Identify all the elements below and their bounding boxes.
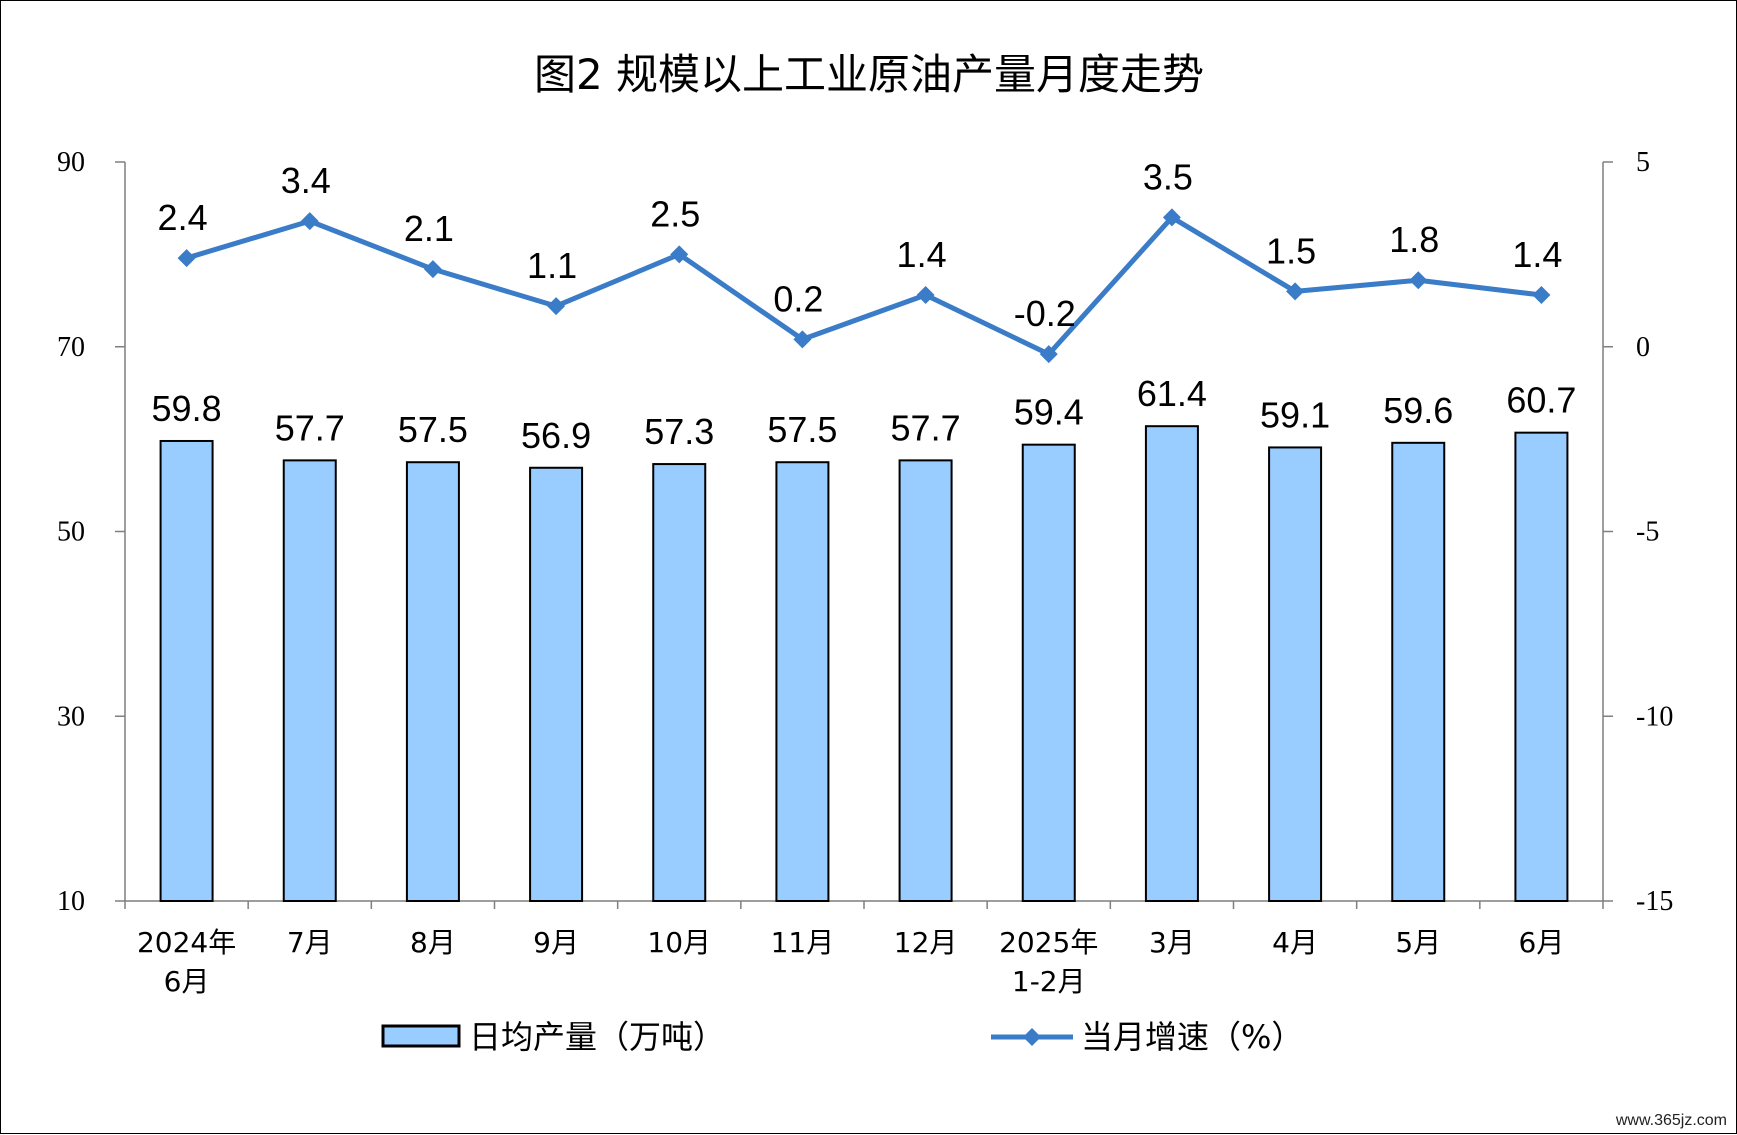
bar bbox=[159, 439, 214, 902]
x-tick-label: 6月 bbox=[164, 965, 210, 998]
x-tick-label: 3月 bbox=[1149, 926, 1195, 959]
line-point-marker bbox=[1532, 286, 1551, 305]
y-left-tick-label: 70 bbox=[57, 332, 85, 363]
bar-value-label: 60.7 bbox=[1506, 380, 1576, 421]
legend-line-label: 当月增速（%） bbox=[1081, 1018, 1303, 1056]
bar bbox=[1268, 446, 1323, 902]
line-value-label: 1.4 bbox=[1512, 234, 1562, 275]
line-value-label: 0.2 bbox=[773, 278, 823, 319]
bar bbox=[405, 461, 460, 902]
y-left-tick-label: 50 bbox=[57, 517, 85, 548]
bar-value-label: 59.8 bbox=[152, 388, 222, 429]
bar bbox=[1514, 431, 1569, 902]
chart-title: 图2 规模以上工业原油产量月度走势 bbox=[534, 50, 1204, 99]
x-tick-label: 10月 bbox=[647, 926, 711, 959]
line-value-label: 3.4 bbox=[281, 160, 331, 201]
watermark: www.365jz.com bbox=[1615, 1112, 1727, 1129]
line-point-marker bbox=[423, 260, 442, 279]
y-left-tick-label: 30 bbox=[57, 701, 85, 732]
line-value-label: 1.5 bbox=[1266, 230, 1316, 271]
x-tick-label: 11月 bbox=[771, 926, 835, 959]
x-tick-label: 2025年 bbox=[999, 926, 1098, 959]
y-left-tick-label: 90 bbox=[57, 147, 85, 178]
line-value-label: 2.4 bbox=[158, 197, 208, 238]
bar bbox=[282, 459, 337, 902]
bar-value-label: 59.6 bbox=[1383, 390, 1453, 431]
y-right-tick-label: 0 bbox=[1636, 332, 1650, 363]
y-right-tick-label: 5 bbox=[1636, 147, 1650, 178]
line-point-marker bbox=[1162, 208, 1181, 227]
x-tick-label: 1-2月 bbox=[1012, 965, 1086, 998]
bar-value-label: 59.4 bbox=[1014, 392, 1084, 433]
x-tick-label: 2024年 bbox=[137, 926, 236, 959]
x-tick-label: 12月 bbox=[894, 926, 958, 959]
y-right-tick-label: -15 bbox=[1636, 886, 1673, 917]
legend-line-marker bbox=[1023, 1028, 1041, 1046]
legend: 日均产量（万吨） 当月增速（%） bbox=[381, 1018, 1303, 1056]
line-value-label: -0.2 bbox=[1014, 293, 1076, 334]
line-point-marker bbox=[916, 286, 935, 305]
line-point-marker bbox=[547, 297, 566, 316]
bar bbox=[775, 461, 830, 902]
legend-bar-swatch bbox=[381, 1024, 461, 1048]
y-left-tick-label: 10 bbox=[57, 886, 85, 917]
axes: 10 30 50 70 90 -15 -10 -5 0 5 2024年 6月 7月 8月 9月 10月 11月 1… bbox=[57, 147, 1673, 998]
bar bbox=[898, 459, 953, 902]
line-value-label: 3.5 bbox=[1143, 156, 1193, 197]
bar bbox=[529, 466, 584, 902]
bar-value-label: 57.5 bbox=[398, 409, 468, 450]
bar-value-label: 57.3 bbox=[644, 411, 714, 452]
line-point-marker bbox=[793, 330, 812, 349]
line-point-marker bbox=[300, 212, 319, 231]
line-point-marker bbox=[177, 249, 196, 268]
line-point-marker bbox=[670, 245, 689, 264]
bar-value-label: 56.9 bbox=[521, 415, 591, 456]
bar-value-label: 57.7 bbox=[275, 407, 345, 448]
bar bbox=[652, 463, 707, 902]
line-series bbox=[177, 208, 1551, 364]
x-tick-label: 8月 bbox=[410, 926, 456, 959]
line-point-marker bbox=[1039, 345, 1058, 364]
line-value-label: 1.8 bbox=[1389, 219, 1439, 260]
line-value-label: 1.1 bbox=[527, 245, 577, 286]
data-labels: 59.8 57.7 57.5 56.9 57.3 57.5 57.7 59.4 61.4 59.1… bbox=[152, 156, 1577, 455]
bar bbox=[1144, 425, 1199, 902]
x-tick-label: 7月 bbox=[287, 926, 333, 959]
x-tick-label: 6月 bbox=[1519, 926, 1565, 959]
line-value-label: 1.4 bbox=[897, 234, 947, 275]
growth-line bbox=[185, 214, 1542, 357]
bar bbox=[1021, 443, 1076, 902]
legend-bar-label: 日均产量（万吨） bbox=[469, 1018, 725, 1056]
line-point-marker bbox=[1286, 282, 1305, 301]
x-tick-label: 4月 bbox=[1272, 926, 1318, 959]
x-tick-label: 9月 bbox=[533, 926, 579, 959]
line-point-marker bbox=[1409, 271, 1428, 290]
y-right-tick-label: -10 bbox=[1636, 701, 1673, 732]
bar-value-label: 59.1 bbox=[1260, 394, 1330, 435]
line-value-label: 2.5 bbox=[650, 193, 700, 234]
bar-value-label: 57.7 bbox=[891, 407, 961, 448]
bar bbox=[1391, 441, 1446, 902]
bar-value-label: 57.5 bbox=[767, 409, 837, 450]
bar-value-label: 61.4 bbox=[1137, 373, 1207, 414]
bar-series bbox=[159, 425, 1569, 902]
line-value-label: 2.1 bbox=[404, 208, 454, 249]
y-right-tick-label: -5 bbox=[1636, 517, 1659, 548]
x-tick-label: 5月 bbox=[1395, 926, 1441, 959]
